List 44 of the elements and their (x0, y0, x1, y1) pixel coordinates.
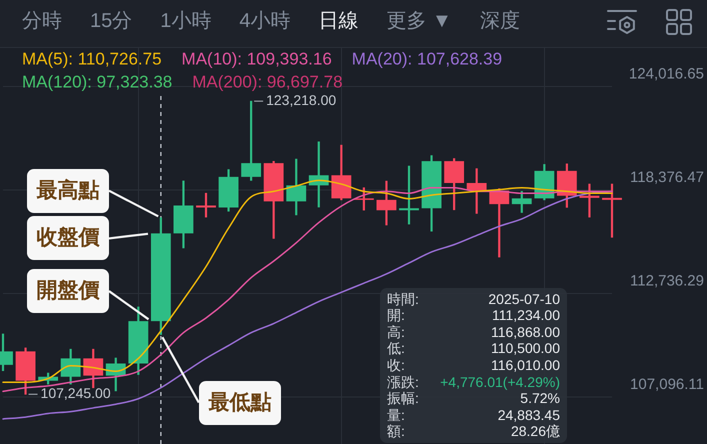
annotation: 時間: (387, 290, 419, 308)
annotation: 最高點 (36, 178, 100, 203)
callout-box: 最低點 (198, 380, 281, 425)
annotation: 123,218.00 (266, 92, 336, 108)
annotation: 5.72% (520, 390, 560, 407)
annotation: 開盤價 (36, 279, 100, 304)
annotation: 漲跌: (387, 374, 419, 390)
annotation: 2025-07-10 (488, 290, 560, 308)
text: 深度 (480, 9, 520, 33)
text: 15分 (90, 9, 132, 33)
annotation: 收: (387, 356, 405, 374)
text: MA(20): 107,628.39 (352, 50, 502, 69)
annotation: 116,010.00 (490, 356, 560, 374)
annotation: 開: (387, 307, 405, 324)
annotation: +4,776.01(+4.29%) (440, 374, 560, 390)
y-tick-label: 112,736.29 (630, 272, 704, 290)
annotation: 111,234.00 (492, 307, 560, 324)
text: 分時 (22, 9, 62, 33)
callout-box: 開盤價 (26, 269, 109, 314)
annotation: 24,883.45 (498, 406, 560, 424)
text: 1小時 (160, 9, 212, 33)
legend-label: MA(120): 97,323.38 (22, 72, 172, 92)
y-tick-label: 124,016.65 (628, 66, 704, 83)
y-tick-label: 107,096.11 (630, 376, 704, 394)
annotation: 量: (387, 406, 405, 424)
annotation: 振幅: (387, 390, 419, 407)
annotation: 額: (387, 423, 405, 440)
annotation: 低: (387, 340, 405, 357)
text: MA(5): 110,726.75 (22, 50, 162, 69)
legend-label: MA(200): 96,697.78 (192, 72, 343, 92)
annotation: 107,245.00 (40, 385, 111, 402)
annotation: 高: (387, 324, 405, 340)
annotation: 110,500.00 (490, 340, 560, 357)
text: 更多 ▼ (386, 9, 452, 33)
text: 日線 (318, 9, 358, 33)
text: 4小時 (239, 9, 290, 33)
annotation: 收盤價 (36, 226, 100, 250)
text: MA(10): 109,393.16 (182, 50, 332, 69)
callout-box: 最高點 (26, 168, 109, 213)
annotation: 116,868.00 (490, 324, 560, 340)
annotation: 28.26億 (510, 423, 560, 440)
annotation: 最低點 (208, 390, 272, 415)
y-tick-label: 118,376.47 (630, 169, 704, 186)
callout-box: 收盤價 (26, 216, 109, 260)
